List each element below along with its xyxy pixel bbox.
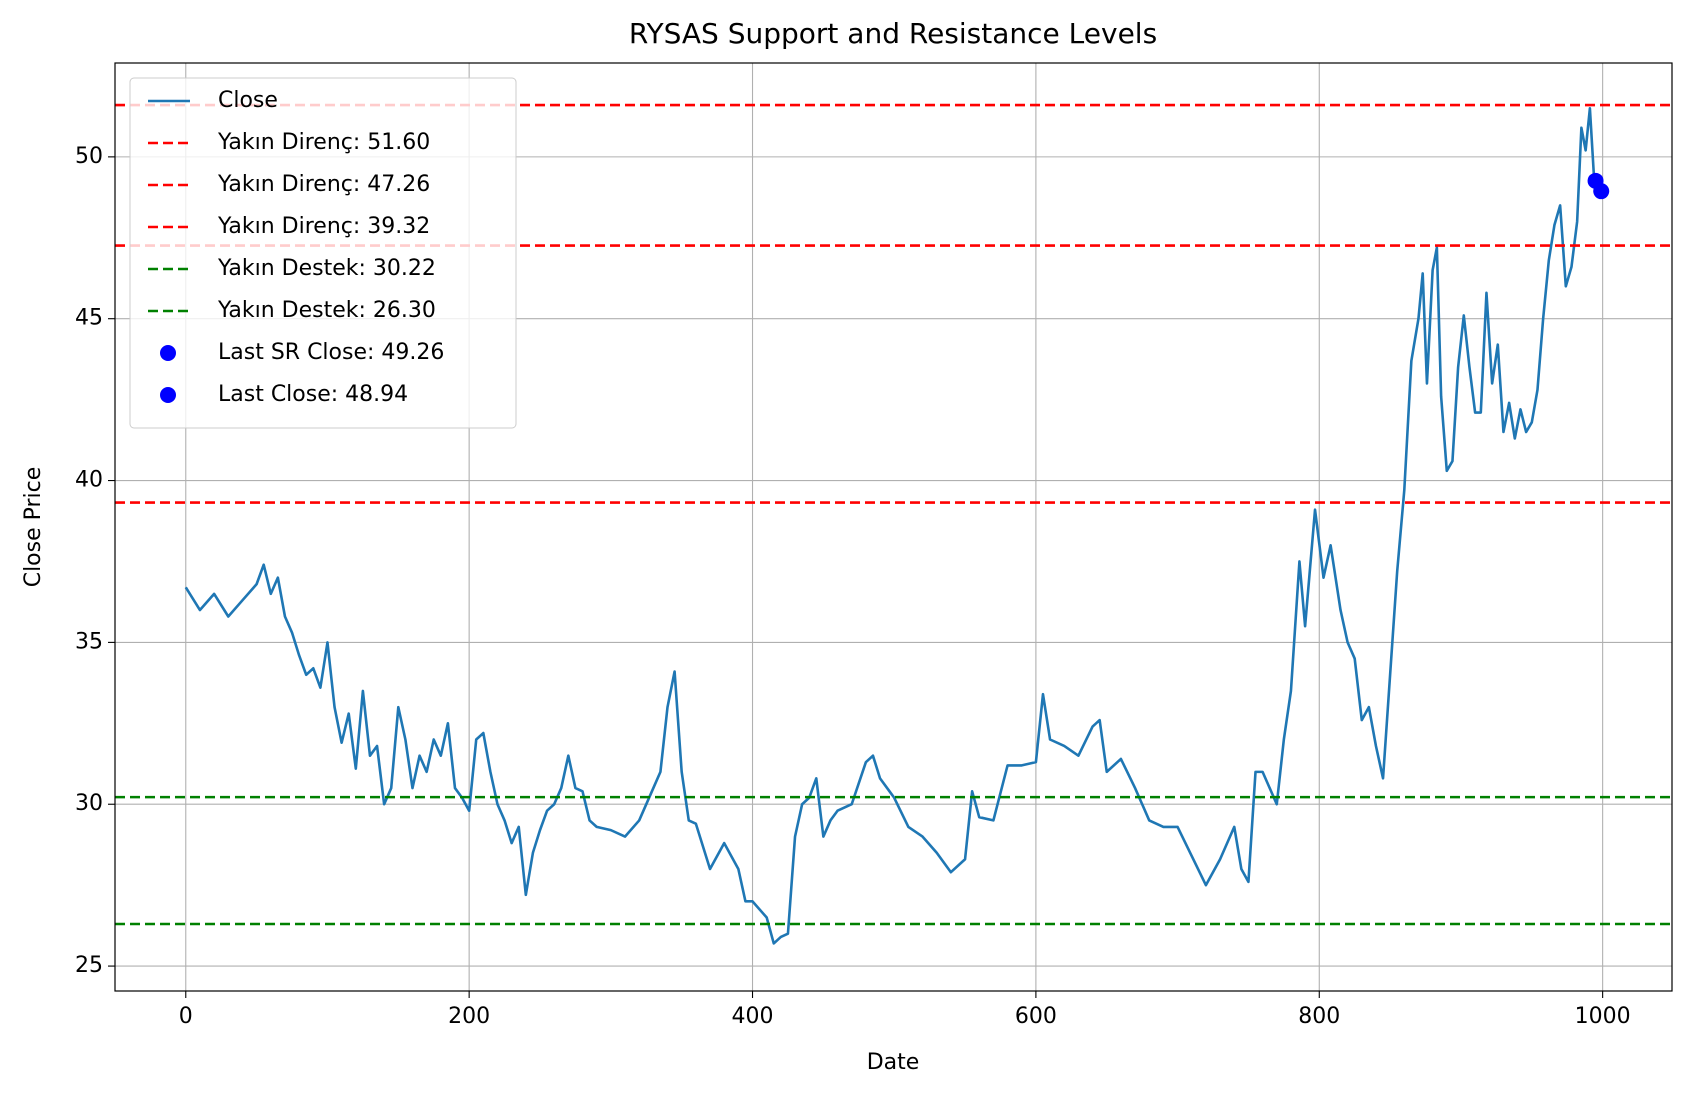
legend-marker	[160, 387, 176, 403]
price-line	[184, 107, 1600, 945]
y-tick-label: 40	[75, 468, 103, 493]
y-tick-label: 25	[75, 953, 103, 978]
legend-label: Last Close: 48.94	[218, 382, 408, 407]
chart-title: RYSAS Support and Resistance Levels	[629, 17, 1157, 50]
legend-label: Yakın Direnç: 47.26	[217, 172, 430, 197]
x-tick-label: 1000	[1575, 1004, 1631, 1029]
legend-label: Last SR Close: 49.26	[218, 340, 444, 365]
x-axis-label: Date	[867, 1050, 920, 1075]
x-tick-label: 0	[179, 1004, 193, 1029]
legend-label: Yakın Direnç: 51.60	[217, 130, 430, 155]
legend-label: Yakın Destek: 26.30	[217, 298, 436, 323]
legend-label: Close	[218, 88, 278, 113]
y-tick-label: 45	[75, 306, 103, 331]
x-tick-label: 800	[1298, 1004, 1340, 1029]
y-tick-label: 35	[75, 629, 103, 654]
legend-box	[129, 77, 517, 429]
x-tick-label: 400	[732, 1004, 774, 1029]
y-tick-label: 50	[75, 144, 103, 169]
legend-marker	[160, 345, 176, 361]
plot-frame	[114, 62, 1673, 992]
x-tick-label: 200	[448, 1004, 490, 1029]
legend-label: Yakın Direnç: 39.32	[217, 214, 430, 239]
point	[1593, 183, 1610, 200]
x-tick-label: 600	[1015, 1004, 1057, 1029]
legend-label: Yakın Destek: 30.22	[217, 256, 436, 281]
y-axis-label: Close Price	[21, 467, 46, 588]
y-tick-label: 30	[75, 791, 103, 816]
